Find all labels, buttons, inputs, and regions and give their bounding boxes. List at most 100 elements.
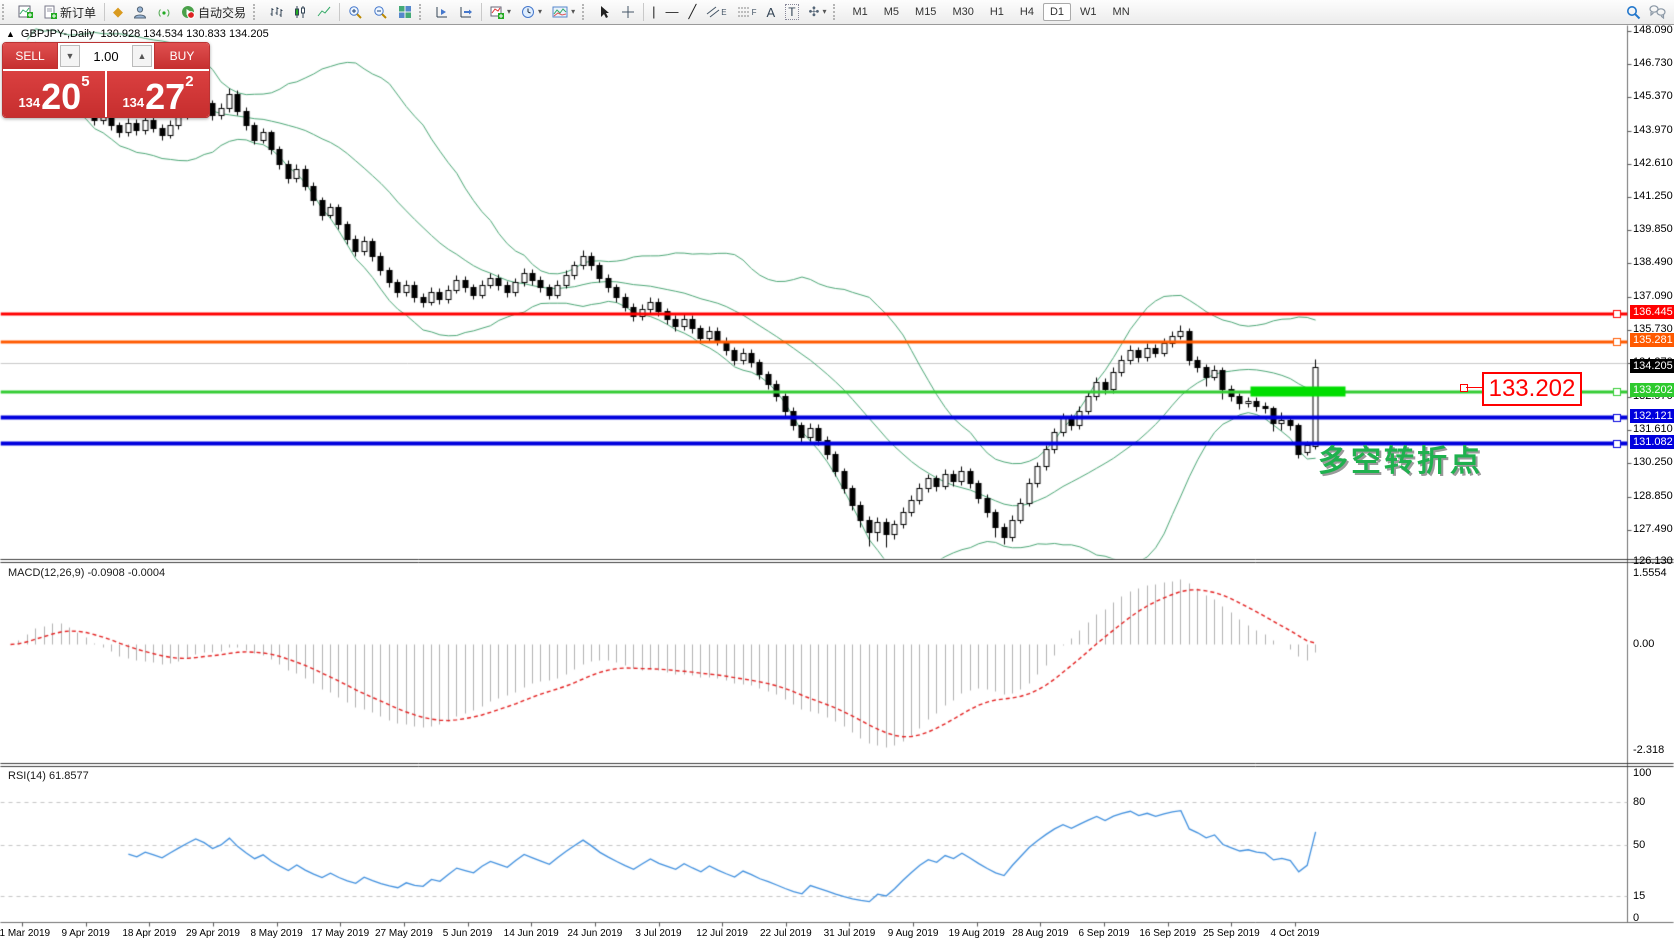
new-order-button[interactable]: 新订单 [38, 1, 101, 23]
label-tool-icon: T [785, 4, 799, 20]
price-badge: 135.281 [1630, 333, 1674, 347]
label-tool-button[interactable]: T [780, 1, 803, 23]
indicators-dropdown-arrow: ▾ [507, 7, 512, 16]
channel-sub-label: E [721, 7, 727, 17]
arrows-dropdown-arrow: ▾ [822, 7, 827, 16]
fibo-icon [737, 7, 750, 17]
timeframe-M30[interactable]: M30 [952, 6, 974, 18]
templates-icon [552, 6, 568, 18]
price-badge: 133.202 [1630, 383, 1674, 397]
candlestick-icon [295, 6, 306, 18]
vline-icon: | [652, 4, 656, 19]
rsi-scale: 0 [1633, 912, 1640, 924]
auto-trading-button[interactable]: 自动交易 [176, 1, 251, 23]
hline-tool-button[interactable]: — [660, 1, 683, 23]
price-callout-box[interactable]: 133.202 [1482, 372, 1582, 406]
indicators-button[interactable]: ▾ [485, 1, 516, 23]
volume-decrease-button[interactable]: ▼ [60, 45, 80, 67]
timeframe-H4[interactable]: H4 [1019, 6, 1034, 18]
timeframe-M15[interactable]: M15 [915, 6, 937, 18]
date-tick-label: 12 Jul 2019 [696, 928, 748, 939]
timeframe-D1[interactable]: D1 [1042, 3, 1072, 21]
timeframe-M1[interactable]: M1 [852, 6, 868, 18]
volume-stepper: ▼ 1.00 ▲ [57, 43, 155, 69]
cursor-icon [601, 6, 610, 18]
chart-shift-button[interactable] [454, 1, 478, 23]
trendline-tool-button[interactable]: ╱ [683, 1, 701, 23]
volume-increase-button[interactable]: ▲ [132, 45, 152, 67]
price-tick: 141.250 [1633, 190, 1673, 202]
crosshair-icon [622, 6, 635, 18]
date-tick-label: 22 Jul 2019 [759, 928, 812, 939]
macd-label: MACD(12,26,9) -0.0908 -0.0004 [8, 567, 166, 579]
zoom-in-button[interactable] [343, 1, 368, 23]
profile-button[interactable] [128, 1, 152, 23]
buy-price-big: 27 [145, 76, 186, 117]
price-badge: 132.121 [1630, 409, 1674, 423]
new-order-label: 新订单 [60, 5, 97, 20]
toolbar-grip [2, 4, 11, 20]
zoom-out-button[interactable] [368, 1, 393, 23]
symbol-collapse-icon[interactable]: ▲ [6, 29, 15, 39]
date-tick-label: 6 Sep 2019 [1078, 928, 1130, 939]
volume-value[interactable]: 1.00 [93, 48, 119, 64]
chat-icon[interactable] [1649, 5, 1666, 19]
pyramid-icon: ◆ [113, 4, 124, 19]
timeframe-M5[interactable]: M5 [883, 6, 900, 18]
buy-price-pip: 2 [185, 73, 194, 90]
date-tick-label: 5 Jun 2019 [442, 928, 493, 939]
timeframes-dropdown-button[interactable]: ▾ [516, 1, 547, 23]
date-tick-label: 29 Apr 2019 [185, 928, 240, 939]
line-chart-mode-button[interactable] [312, 1, 336, 23]
timeframe-H1[interactable]: H1 [989, 6, 1004, 18]
pyramid-button[interactable]: ◆ [108, 1, 128, 23]
channel-tool-button[interactable]: E [701, 1, 731, 23]
vline-tool-button[interactable]: | [647, 1, 660, 23]
price-callout-anchor[interactable] [1460, 384, 1468, 392]
buy-price-figure: 134 [122, 95, 145, 110]
date-tick-label: 9 Aug 2019 [887, 928, 939, 939]
price-tick: 127.490 [1633, 523, 1673, 535]
bar-chart-mode-button[interactable] [264, 1, 288, 23]
new-chart-button[interactable] [13, 1, 38, 23]
main-toolbar: 新订单 ◆ 自动交易 ▾ ▾ [0, 0, 1674, 25]
date-tick-label: 17 May 2019 [311, 928, 370, 939]
candlestick-mode-button[interactable] [288, 1, 312, 23]
buy-button[interactable]: BUY [155, 43, 209, 69]
price-tick: 143.970 [1633, 124, 1673, 136]
new-order-icon [44, 5, 57, 19]
date-tick-label: 14 Jun 2019 [503, 928, 559, 939]
sell-button[interactable]: SELL [3, 43, 57, 69]
crosshair-tool-button[interactable] [616, 1, 640, 23]
auto-trading-icon [182, 6, 195, 19]
price-tick: 138.490 [1633, 256, 1673, 268]
trendline-icon: ╱ [688, 4, 697, 19]
fibo-sub-label: F [751, 7, 757, 17]
timeframe-MN[interactable]: MN [1112, 6, 1130, 18]
signal-button[interactable] [152, 1, 176, 23]
date-tick-label: 9 Apr 2019 [61, 928, 110, 939]
text-tool-button[interactable]: A [762, 1, 781, 23]
date-tick-label: 8 May 2019 [250, 928, 303, 939]
fibo-tool-button[interactable]: F [732, 1, 762, 23]
cursor-tool-button[interactable] [593, 1, 616, 23]
price-tick: 130.250 [1633, 456, 1673, 468]
buy-price-button[interactable]: 134 27 2 [107, 71, 209, 117]
arrows-tool-button[interactable]: ✣ ▾ [804, 1, 832, 23]
line-chart-icon [317, 6, 331, 17]
templates-button[interactable]: ▾ [547, 1, 580, 23]
timeframe-W1[interactable]: W1 [1080, 6, 1097, 18]
timeframe-bar: M1 M5 M15 M30 H1 H4 D1 W1 MN [844, 3, 1137, 21]
auto-scroll-button[interactable] [430, 1, 454, 23]
text-tool-icon: A [766, 4, 776, 20]
profile-icon [134, 6, 147, 19]
sell-price-button[interactable]: 134 20 5 [3, 71, 105, 117]
tile-windows-button[interactable] [393, 1, 417, 23]
search-icon[interactable] [1626, 5, 1641, 20]
price-tick: 145.370 [1633, 90, 1673, 102]
price-badge: 134.205 [1630, 359, 1674, 373]
pivot-note-text[interactable]: 多空转折点 [1318, 445, 1483, 478]
channel-icon [706, 6, 720, 18]
